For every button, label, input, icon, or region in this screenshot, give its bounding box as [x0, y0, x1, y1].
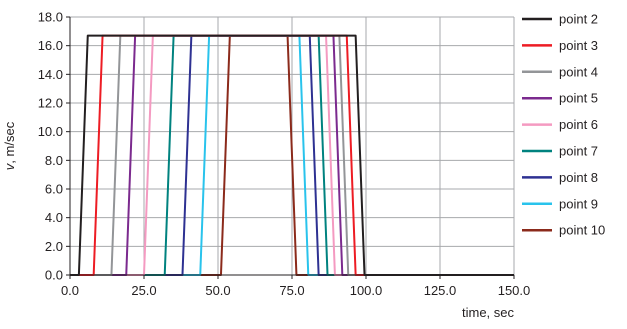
x-tick-label: 75.0 [279, 283, 304, 298]
x-axis-title: time, sec [462, 305, 515, 320]
legend-label: point 9 [559, 196, 598, 211]
y-axis-title: v, m/sec [2, 121, 17, 170]
y-tick-label: 16.0 [38, 38, 63, 53]
x-tick-label: 100.0 [350, 283, 383, 298]
grid [70, 16, 515, 275]
legend-label: point 2 [559, 12, 598, 27]
y-tick-label: 14.0 [38, 67, 63, 82]
y-tick-label: 10.0 [38, 124, 63, 139]
legend-label: point 5 [559, 91, 598, 106]
y-tick-label: 12.0 [38, 96, 63, 111]
legend-label: point 10 [559, 223, 605, 238]
legend-label: point 7 [559, 144, 598, 159]
y-tick-label: 0.0 [45, 268, 63, 283]
tick-labels: 0.0 2.0 4.0 6.0 8.0 10.0 12.0 14.0 16.0 18.0 0.0 25… [38, 10, 531, 299]
legend-label: point 4 [559, 64, 598, 79]
y-tick-label: 4.0 [45, 210, 63, 225]
y-tick-label: 2.0 [45, 239, 63, 254]
legend-label: point 3 [559, 38, 598, 53]
y-tick-label: 18.0 [38, 10, 63, 25]
y-axis-title-symbol: v [2, 162, 17, 170]
y-tick-label: 8.0 [45, 153, 63, 168]
legend-label: point 8 [559, 170, 598, 185]
x-tick-label: 25.0 [131, 283, 156, 298]
legend: point 2 point 3 point 4 point 5 point 6 point… [522, 12, 605, 238]
x-tick-label: 150.0 [498, 283, 531, 298]
y-axis-title-unit: , m/sec [2, 121, 17, 163]
y-tick-label: 6.0 [45, 182, 63, 197]
x-tick-label: 50.0 [205, 283, 230, 298]
x-tick-label: 125.0 [424, 283, 457, 298]
axes [66, 16, 515, 279]
legend-label: point 6 [559, 117, 598, 132]
x-tick-label: 0.0 [61, 283, 79, 298]
